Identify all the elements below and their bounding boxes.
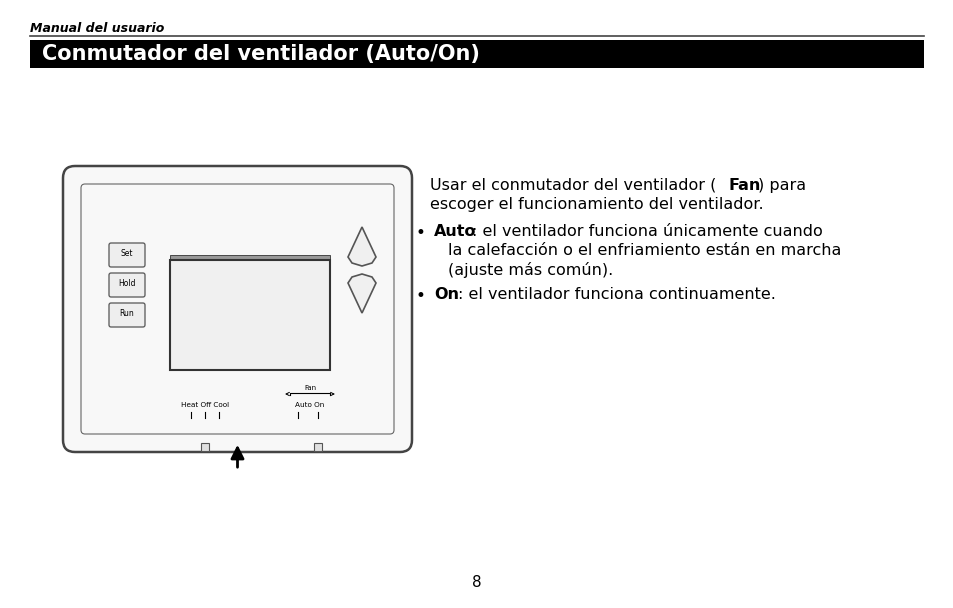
Text: Conmutador del ventilador (Auto/On): Conmutador del ventilador (Auto/On) <box>42 44 479 64</box>
Text: Fan: Fan <box>728 178 760 193</box>
Text: •: • <box>416 224 425 242</box>
FancyBboxPatch shape <box>109 273 145 297</box>
FancyBboxPatch shape <box>109 303 145 327</box>
Text: escoger el funcionamiento del ventilador.: escoger el funcionamiento del ventilador… <box>430 197 762 212</box>
Polygon shape <box>348 227 375 266</box>
Text: Auto On: Auto On <box>295 402 324 408</box>
FancyBboxPatch shape <box>63 166 412 452</box>
Text: : el ventilador funciona únicamente cuando: : el ventilador funciona únicamente cuan… <box>472 224 821 239</box>
Text: •: • <box>416 287 425 305</box>
Text: Auto: Auto <box>434 224 476 239</box>
Text: On: On <box>434 287 458 302</box>
Text: : el ventilador funciona continuamente.: : el ventilador funciona continuamente. <box>457 287 775 302</box>
Text: Run: Run <box>119 309 134 319</box>
Text: Usar el conmutador del ventilador (: Usar el conmutador del ventilador ( <box>430 178 716 193</box>
Text: Manual del usuario: Manual del usuario <box>30 22 164 35</box>
Text: Fan: Fan <box>304 385 315 391</box>
Text: Heat Off Cool: Heat Off Cool <box>181 402 229 408</box>
Bar <box>170 255 330 260</box>
Text: la calefacción o el enfriamiento están en marcha: la calefacción o el enfriamiento están e… <box>448 243 841 258</box>
Text: (ajuste más común).: (ajuste más común). <box>448 262 613 278</box>
FancyBboxPatch shape <box>109 243 145 267</box>
Text: 8: 8 <box>472 575 481 590</box>
Bar <box>170 260 330 370</box>
Bar <box>30 40 923 68</box>
Bar <box>314 443 322 451</box>
Text: ) para: ) para <box>758 178 805 193</box>
Polygon shape <box>348 274 375 313</box>
Text: Hold: Hold <box>118 280 135 289</box>
Text: Set: Set <box>121 249 133 258</box>
Bar <box>201 443 209 451</box>
